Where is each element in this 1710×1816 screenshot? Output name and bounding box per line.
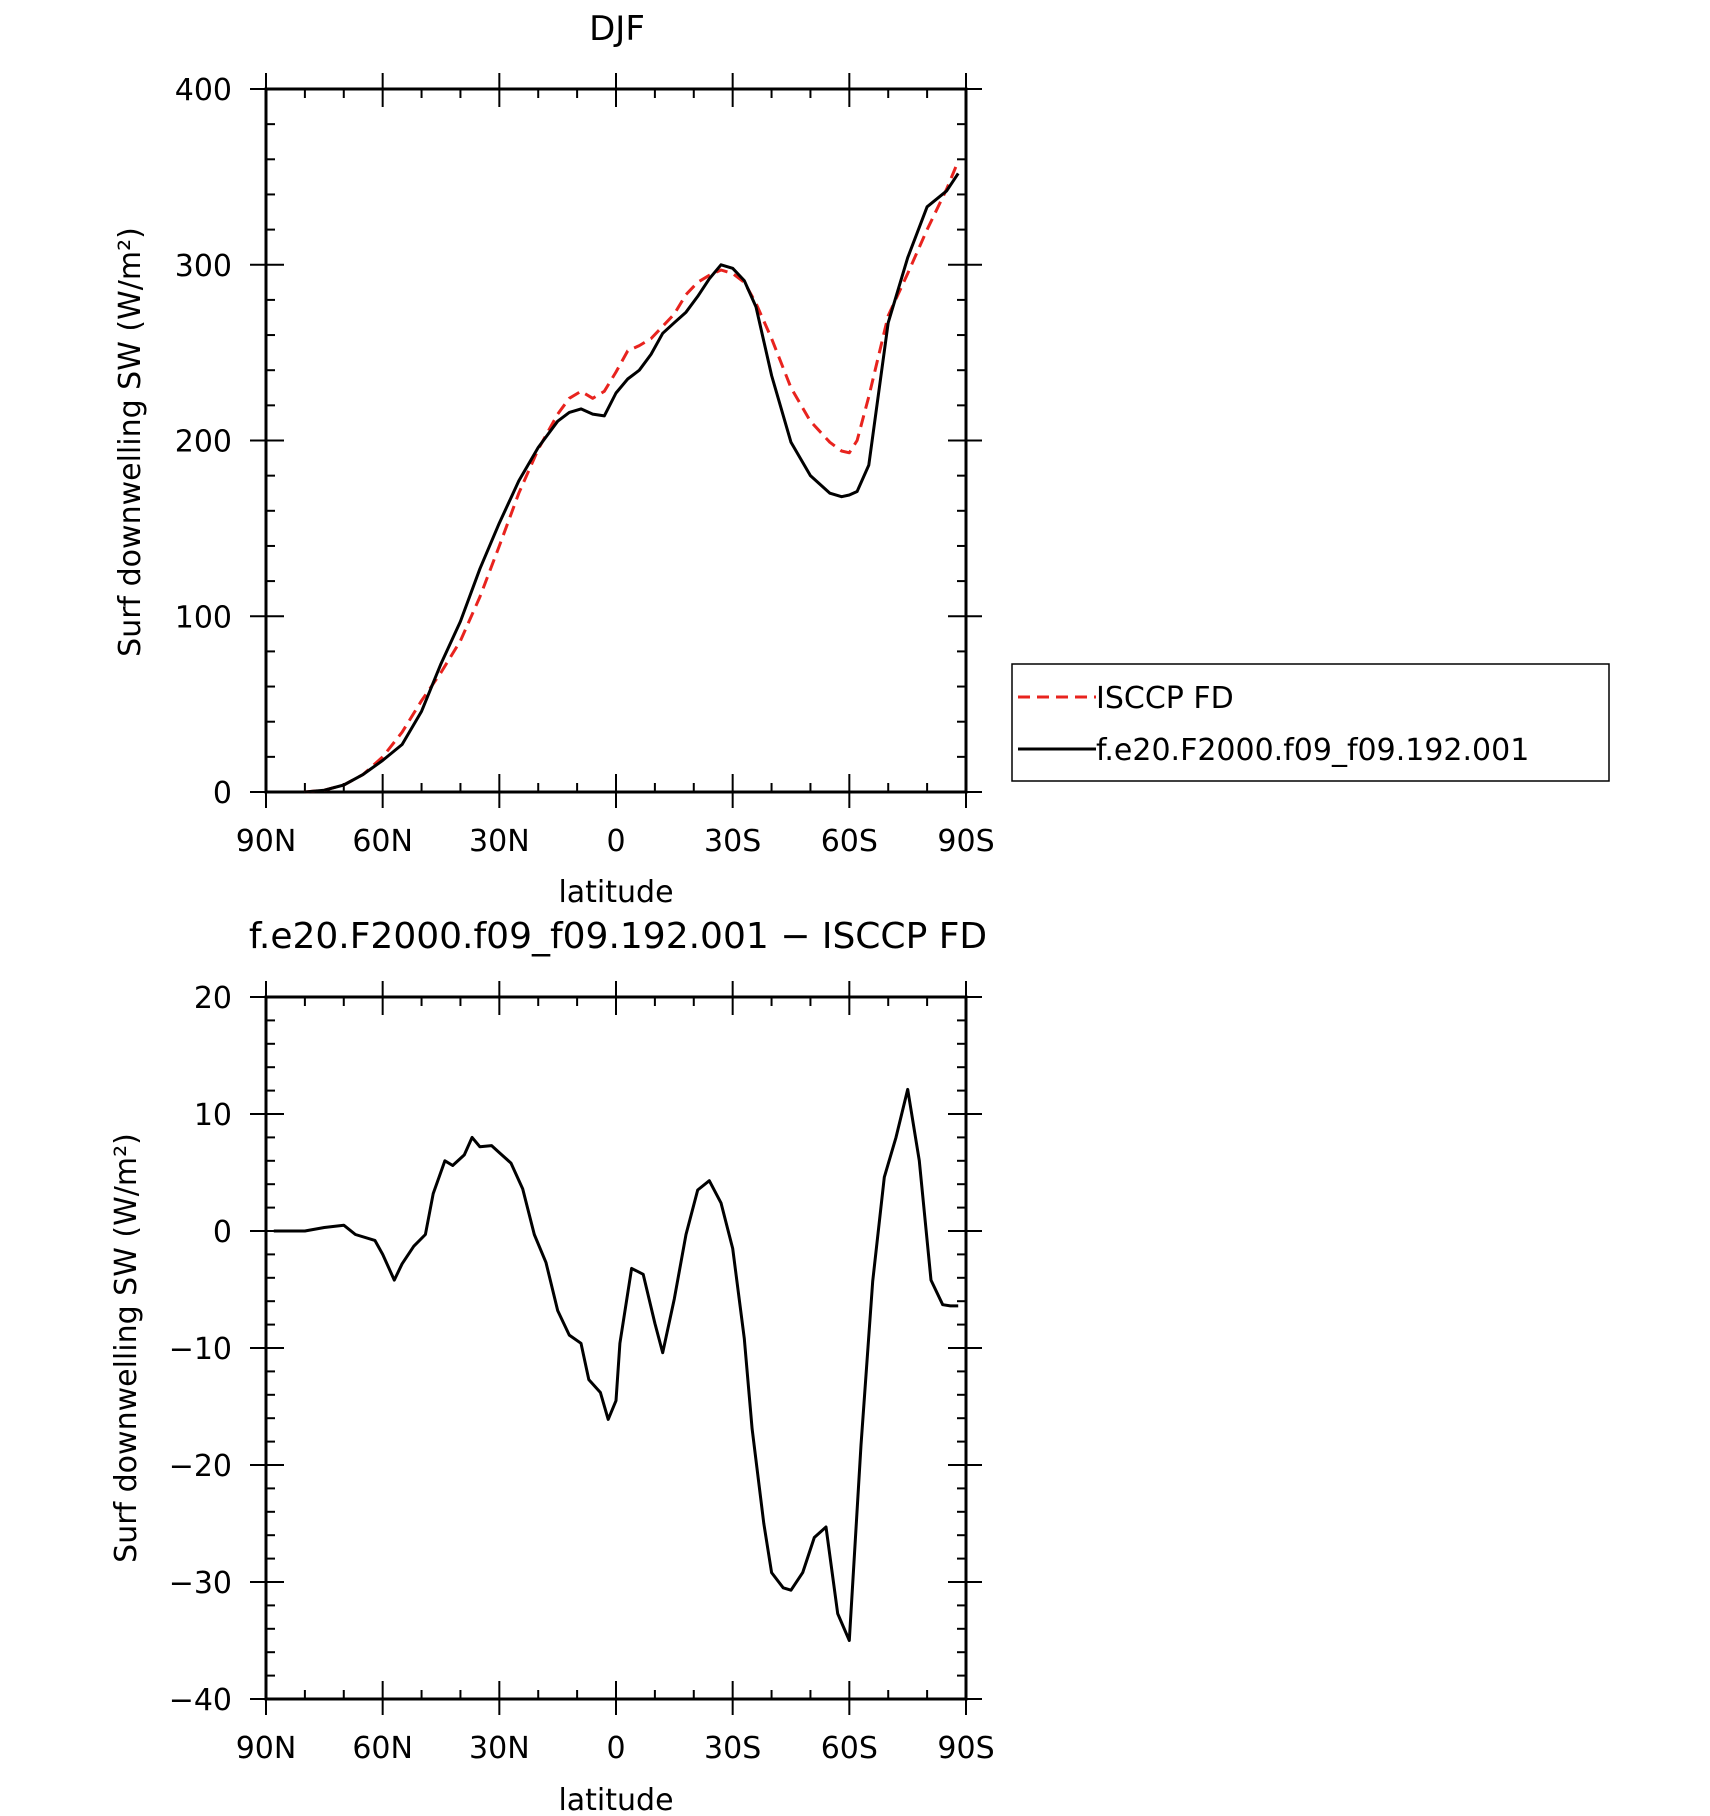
top-chart-title: DJF — [589, 9, 645, 49]
top-y-axis-label: Surf downwelling SW (W/m²) — [113, 227, 148, 657]
top-y-tick-labels: 0 100 200 300 400 — [175, 73, 232, 811]
bottom-y-tick-label: −40 — [169, 1683, 232, 1718]
bottom-x-tick-label: 30N — [469, 1731, 530, 1766]
bottom-x-tick-labels: 90N 60N 30N 0 30S 60S 90S — [236, 1731, 995, 1766]
bottom-x-tick-label: 60S — [821, 1731, 878, 1766]
top-series-line-1 — [304, 172, 960, 794]
bottom-y-tick-label: −20 — [169, 1449, 232, 1484]
legend-label-isccp: ISCCP FD — [1096, 681, 1234, 716]
bottom-chart-title: f.e20.F2000.f09_f09.192.001 − ISCCP FD — [249, 916, 987, 957]
bottom-plot-frame — [264, 995, 968, 1701]
bottom-series-lines — [273, 1087, 959, 1642]
top-x-tick-label: 60S — [821, 824, 878, 859]
bottom-series-line-0 — [273, 1087, 959, 1642]
top-y-tick-label: 100 — [175, 600, 232, 635]
top-x-tick-label: 90S — [937, 824, 994, 859]
top-x-axis-label: latitude — [558, 875, 673, 910]
bottom-y-tick-label: 0 — [213, 1215, 232, 1250]
bottom-y-tick-labels: −40 −30 −20 −10 0 10 20 — [169, 981, 232, 1718]
top-x-tick-labels: 90N 60N 30N 0 30S 60S 90S — [236, 824, 995, 859]
bottom-x-tick-label: 30S — [704, 1731, 761, 1766]
top-x-tick-label: 60N — [352, 824, 413, 859]
bottom-x-tick-label: 0 — [606, 1731, 625, 1766]
top-y-tick-label: 200 — [175, 425, 232, 460]
top-x-tick-label: 30N — [469, 824, 530, 859]
top-panel: DJF 90N 60N 30N 0 30S 60S 90S 0 100 200 300 400 la… — [113, 9, 1610, 910]
bottom-panel: f.e20.F2000.f09_f09.192.001 − ISCCP FD 9… — [109, 916, 995, 1816]
bottom-x-tick-label: 90S — [937, 1731, 994, 1766]
top-y-tick-label: 0 — [213, 776, 232, 811]
top-x-tick-label: 30S — [704, 824, 761, 859]
bottom-x-tick-label: 90N — [236, 1731, 297, 1766]
bottom-y-tick-label: 20 — [194, 981, 232, 1016]
top-series-lines — [304, 160, 960, 794]
top-tick-marks — [250, 73, 982, 808]
top-x-tick-label: 90N — [236, 824, 297, 859]
top-y-tick-label: 300 — [175, 249, 232, 284]
top-series-line-0 — [304, 160, 960, 794]
legend-box — [1011, 663, 1610, 782]
bottom-x-axis-label: latitude — [558, 1783, 673, 1816]
bottom-y-tick-label: −10 — [169, 1332, 232, 1367]
bottom-y-tick-label: 10 — [194, 1098, 232, 1133]
legend-label-model: f.e20.F2000.f09_f09.192.001 — [1096, 733, 1529, 768]
bottom-tick-marks — [250, 981, 982, 1715]
legend: ISCCP FD f.e20.F2000.f09_f09.192.001 — [1011, 663, 1610, 782]
top-y-tick-label: 400 — [175, 73, 232, 108]
bottom-x-tick-label: 60N — [352, 1731, 413, 1766]
bottom-y-axis-label: Surf downwelling SW (W/m²) — [109, 1133, 144, 1563]
top-plot-frame — [264, 87, 968, 794]
bottom-y-tick-label: −30 — [169, 1566, 232, 1601]
top-x-tick-label: 0 — [606, 824, 625, 859]
